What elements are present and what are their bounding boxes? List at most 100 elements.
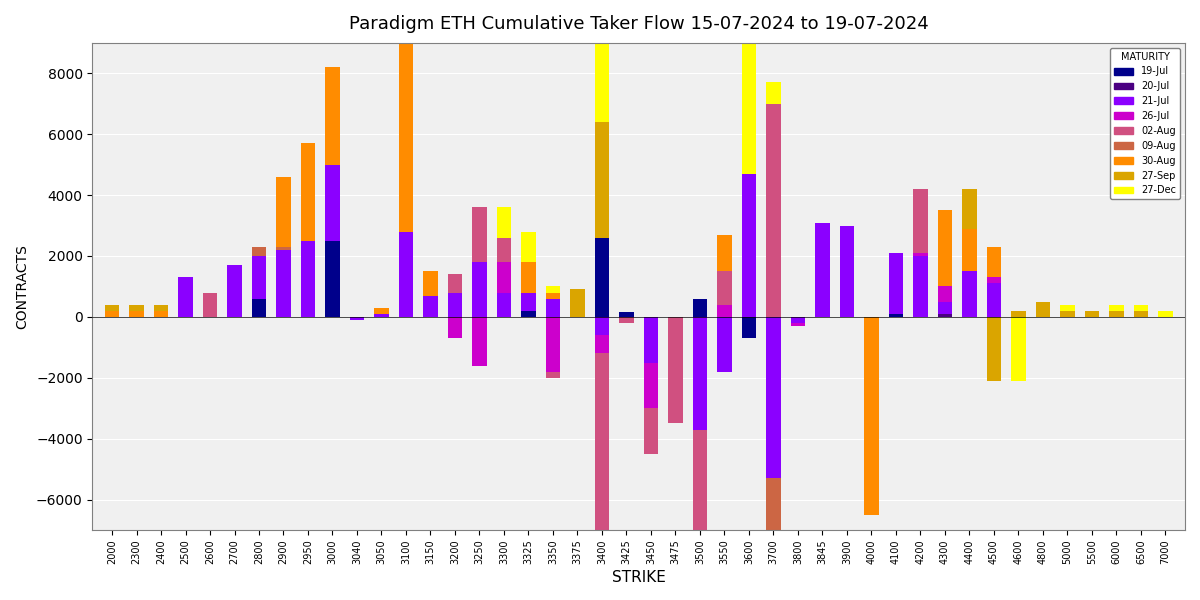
Bar <box>325 67 340 164</box>
Bar <box>668 317 683 424</box>
Bar <box>1060 311 1075 317</box>
Bar <box>595 122 610 238</box>
Bar <box>986 277 1001 283</box>
Bar <box>766 104 781 317</box>
Bar <box>815 223 829 317</box>
Bar <box>349 317 365 320</box>
Bar <box>913 256 928 317</box>
Bar <box>203 293 217 317</box>
Bar <box>472 317 487 365</box>
Bar <box>595 0 610 122</box>
Bar <box>888 314 904 317</box>
Bar <box>718 317 732 371</box>
Bar <box>424 271 438 296</box>
Bar <box>1085 311 1099 317</box>
Bar <box>937 314 953 317</box>
Bar <box>595 353 610 530</box>
Bar <box>497 293 511 317</box>
Bar <box>718 271 732 305</box>
Bar <box>692 317 707 430</box>
Bar <box>252 247 266 256</box>
Bar <box>276 250 290 317</box>
Bar <box>497 238 511 262</box>
Bar <box>325 164 340 241</box>
Bar <box>546 286 560 293</box>
X-axis label: STRIKE: STRIKE <box>612 570 666 585</box>
Bar <box>301 241 316 317</box>
Bar <box>521 311 536 317</box>
Title: Paradigm ETH Cumulative Taker Flow 15-07-2024 to 19-07-2024: Paradigm ETH Cumulative Taker Flow 15-07… <box>349 15 929 33</box>
Bar <box>595 238 610 317</box>
Bar <box>546 317 560 371</box>
Bar <box>766 82 781 104</box>
Bar <box>840 226 854 317</box>
Y-axis label: CONTRACTS: CONTRACTS <box>14 244 29 329</box>
Bar <box>1036 302 1050 317</box>
Bar <box>864 317 878 515</box>
Bar <box>1158 311 1172 317</box>
Bar <box>937 286 953 302</box>
Bar <box>986 317 1001 381</box>
Bar <box>398 232 413 317</box>
Bar <box>398 40 413 232</box>
Bar <box>643 408 659 454</box>
Bar <box>692 545 707 600</box>
Bar <box>1109 305 1123 311</box>
Bar <box>766 317 781 478</box>
Bar <box>643 317 659 362</box>
Bar <box>374 308 389 314</box>
Bar <box>252 256 266 299</box>
Bar <box>521 232 536 262</box>
Bar <box>1134 311 1148 317</box>
Bar <box>521 293 536 311</box>
Bar <box>595 530 610 548</box>
Bar <box>986 247 1001 277</box>
Bar <box>962 189 977 229</box>
Bar <box>472 262 487 317</box>
Bar <box>448 317 462 338</box>
Bar <box>692 430 707 545</box>
Bar <box>252 299 266 317</box>
Bar <box>154 311 168 317</box>
Bar <box>595 317 610 335</box>
Bar <box>742 174 756 317</box>
Bar <box>178 277 193 317</box>
Bar <box>643 362 659 408</box>
Bar <box>104 311 119 317</box>
Bar <box>1012 317 1026 381</box>
Bar <box>546 299 560 317</box>
Bar <box>1012 311 1026 317</box>
Bar <box>130 311 144 317</box>
Bar <box>424 296 438 317</box>
Bar <box>692 299 707 317</box>
Bar <box>104 305 119 311</box>
Bar <box>448 293 462 317</box>
Bar <box>276 247 290 250</box>
Bar <box>374 314 389 317</box>
Bar <box>154 305 168 311</box>
Bar <box>962 229 977 271</box>
Bar <box>937 302 953 314</box>
Bar <box>570 289 584 317</box>
Bar <box>962 271 977 317</box>
Bar <box>913 189 928 253</box>
Bar <box>791 323 805 326</box>
Bar <box>1134 305 1148 311</box>
Bar <box>301 143 316 241</box>
Bar <box>448 274 462 293</box>
Bar <box>546 293 560 299</box>
Bar <box>619 313 634 317</box>
Bar <box>619 317 634 323</box>
Bar <box>497 207 511 238</box>
Bar <box>937 211 953 286</box>
Bar <box>742 0 756 174</box>
Bar <box>497 262 511 293</box>
Bar <box>1060 305 1075 311</box>
Bar <box>718 305 732 317</box>
Bar <box>742 317 756 338</box>
Bar <box>325 241 340 317</box>
Bar <box>718 235 732 271</box>
Bar <box>766 478 781 600</box>
Bar <box>888 253 904 314</box>
Bar <box>546 371 560 378</box>
